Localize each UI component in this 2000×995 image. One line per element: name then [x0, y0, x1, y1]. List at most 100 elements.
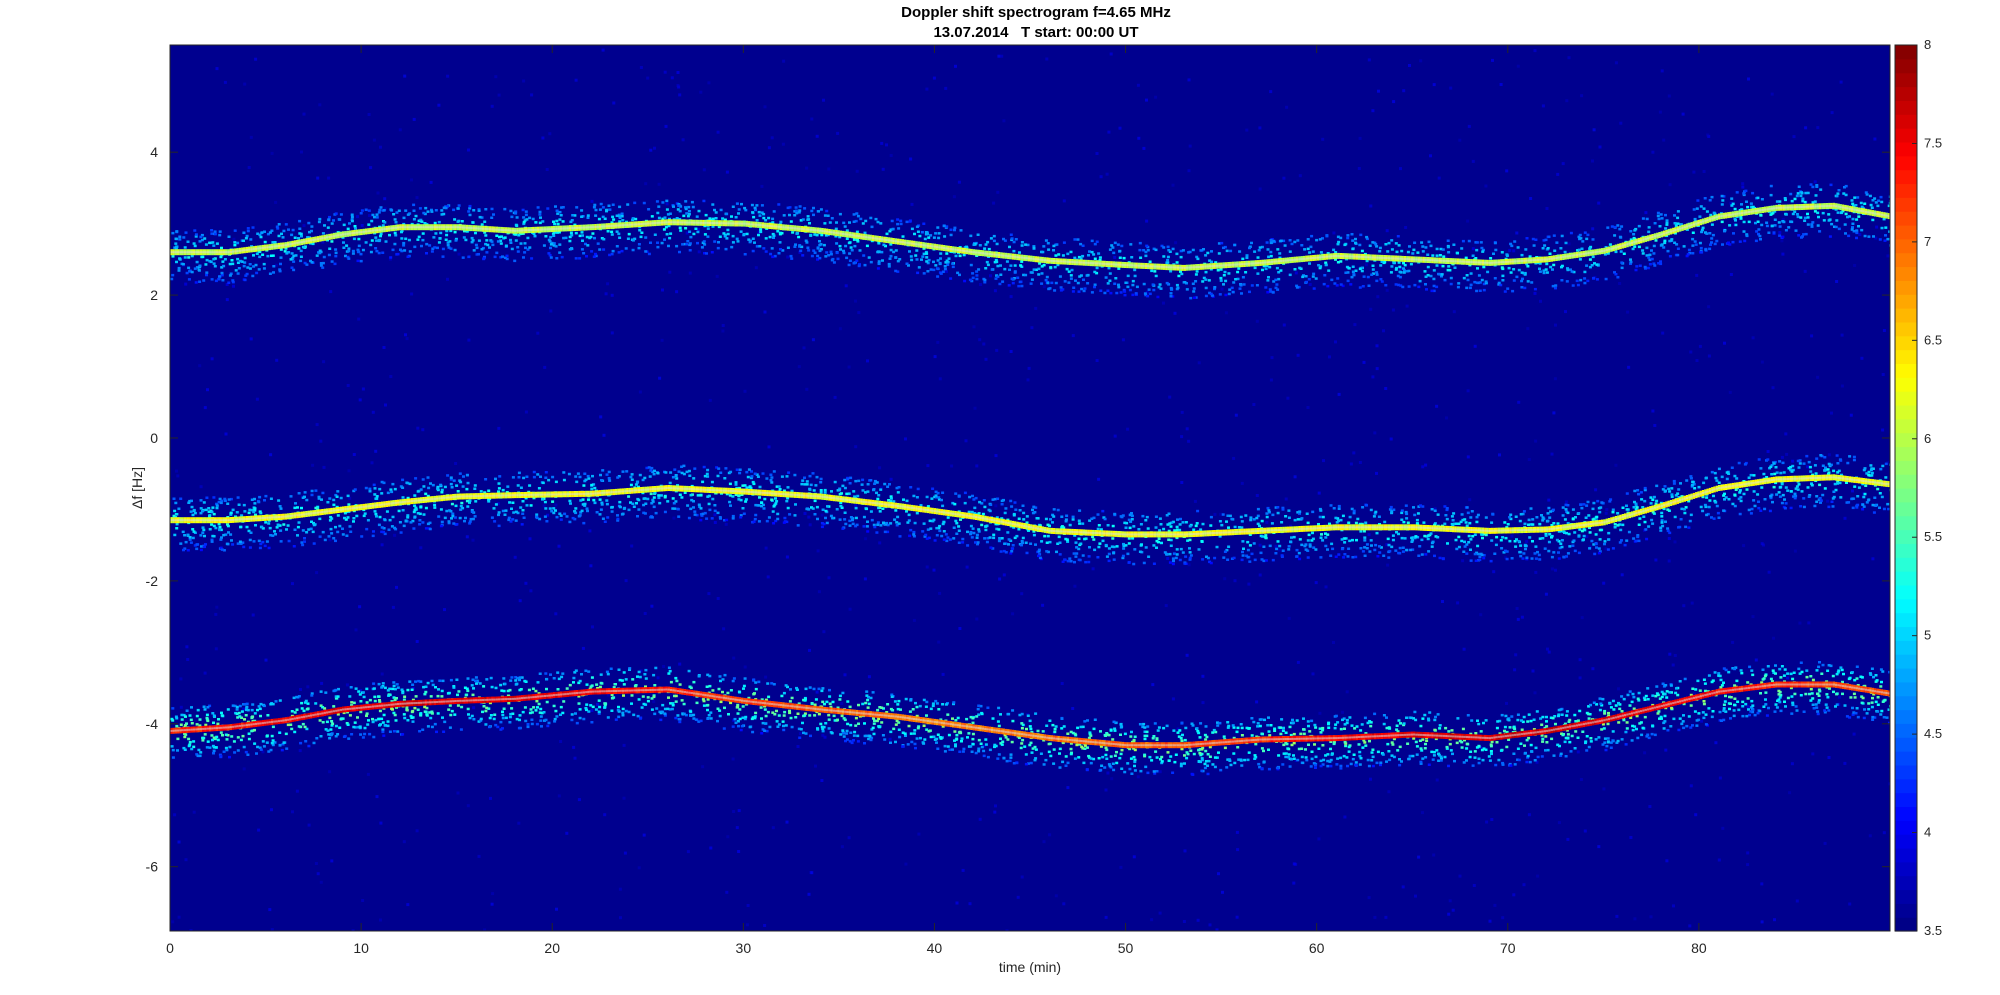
- spectral-cell: [1851, 204, 1855, 208]
- spectral-cell: [219, 255, 223, 259]
- spectral-cell: [1330, 278, 1334, 282]
- spectral-cell: [689, 235, 693, 239]
- spectral-cell: [971, 272, 975, 275]
- ridge-core: [557, 227, 560, 230]
- spectral-cell: [854, 219, 858, 223]
- ridge-core: [592, 226, 595, 229]
- ridge-core: [195, 251, 198, 254]
- noise-cell: [1384, 915, 1388, 919]
- spectral-cell: [1789, 192, 1793, 196]
- spectral-cell: [412, 209, 416, 212]
- ridge-core: [988, 253, 992, 255]
- spectral-cell: [406, 213, 410, 216]
- noise-cell: [1466, 389, 1470, 393]
- spectral-cell: [298, 227, 302, 230]
- noise-cell: [1391, 308, 1395, 312]
- spectral-cell: [1877, 199, 1881, 202]
- spectral-cell: [1047, 248, 1051, 251]
- spectral-cell: [1166, 255, 1170, 259]
- ridge-core: [786, 226, 790, 229]
- spectral-cell: [1469, 283, 1473, 287]
- spectral-cell: [251, 226, 255, 229]
- spectral-cell: [348, 222, 351, 225]
- ridge-core: [1818, 205, 1822, 208]
- ridge-core: [1869, 211, 1872, 214]
- noise-cell: [380, 672, 384, 676]
- ridge-core: [1704, 219, 1707, 222]
- spectral-cell: [686, 240, 690, 243]
- spectral-cell: [1421, 245, 1425, 248]
- noise-cell: [1648, 805, 1652, 808]
- spectral-cell: [820, 233, 824, 237]
- noise-cell: [361, 899, 365, 902]
- spectral-cell: [258, 250, 262, 253]
- spectral-cell: [1029, 271, 1033, 274]
- noise-cell: [827, 167, 831, 171]
- noise-cell: [446, 74, 450, 78]
- ridge-core: [1360, 255, 1363, 258]
- spectral-cell: [351, 249, 355, 253]
- spectral-cell: [1711, 233, 1715, 237]
- ridge-core: [523, 229, 526, 232]
- noise-cell: [1804, 126, 1808, 130]
- ridge-core: [392, 227, 395, 230]
- spectral-cell: [1682, 245, 1686, 248]
- spectral-cell: [789, 254, 793, 258]
- spectral-cell: [1720, 194, 1724, 198]
- spectral-cell: [1365, 235, 1369, 239]
- spectral-cell: [308, 230, 311, 234]
- noise-cell: [199, 485, 203, 489]
- spectral-cell: [633, 201, 637, 205]
- spectral-cell: [221, 279, 225, 282]
- spectral-cell: [1506, 287, 1510, 290]
- spectral-cell: [1620, 261, 1624, 264]
- noise-cell: [328, 770, 332, 774]
- spectral-cell: [454, 237, 458, 241]
- noise-cell: [247, 166, 251, 169]
- spectral-cell: [1652, 252, 1656, 255]
- spectral-cell: [1855, 218, 1859, 221]
- spectral-cell: [1181, 249, 1185, 252]
- ridge-core: [209, 251, 212, 254]
- spectral-cell: [1319, 251, 1323, 254]
- noise-cell: [1565, 99, 1569, 103]
- spectral-cell: [1350, 233, 1354, 236]
- ridge-core: [722, 222, 726, 225]
- spectral-cell: [1784, 198, 1787, 202]
- ridge-core: [1747, 211, 1751, 213]
- ridge-core: [1243, 263, 1246, 265]
- noise-cell: [713, 521, 717, 524]
- ridge-core: [621, 224, 625, 227]
- spectral-cell: [1521, 277, 1524, 281]
- noise-cell: [1369, 204, 1373, 208]
- spectral-cell: [1646, 266, 1650, 270]
- ridge-core: [236, 250, 239, 253]
- spectral-cell: [743, 206, 747, 210]
- spectral-cell: [1750, 205, 1754, 209]
- noise-cell: [743, 665, 747, 669]
- spectral-cell: [272, 265, 276, 268]
- spectral-cell: [1264, 267, 1268, 271]
- spectral-cell: [1694, 243, 1698, 246]
- spectral-cell: [175, 245, 179, 248]
- ridge-core: [543, 228, 547, 231]
- noise-cell: [415, 196, 419, 200]
- ridge-core: [1550, 257, 1553, 260]
- noise-cell: [1566, 837, 1570, 841]
- spectral-cell: [538, 210, 542, 214]
- spectral-cell: [1712, 211, 1716, 215]
- spectral-cell: [1844, 212, 1848, 216]
- ridge-core: [257, 247, 260, 250]
- ridge-core: [1555, 257, 1558, 259]
- noise-cell: [1781, 252, 1785, 256]
- spectral-cell: [818, 240, 821, 243]
- spectral-cell: [1480, 278, 1484, 282]
- ridge-core: [821, 230, 824, 232]
- spectral-cell: [1870, 206, 1874, 209]
- noise-cell: [1034, 306, 1038, 310]
- spectral-cell: [1836, 211, 1840, 214]
- noise-cell: [732, 656, 736, 660]
- ridge-core: [280, 244, 283, 247]
- spectral-cell: [1629, 262, 1632, 265]
- spectral-cell: [1081, 254, 1085, 258]
